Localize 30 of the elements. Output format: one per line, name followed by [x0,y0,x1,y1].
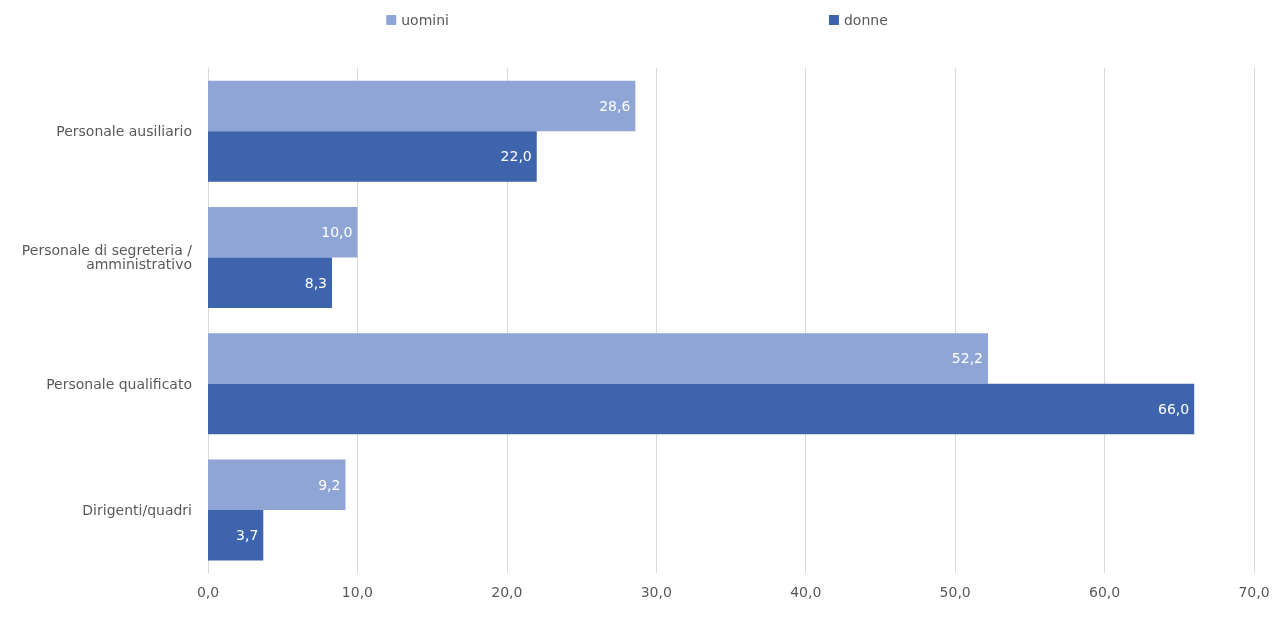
legend-label: donne [843,12,888,28]
y-tick-label: Dirigenti/quadri [82,501,192,518]
y-tick-label: Personale di segreteria /amministrativo [21,242,193,273]
data-label: 10,0 [321,224,353,241]
data-label: 9,2 [318,476,341,493]
legend-label: uomini [401,12,449,28]
data-label: 3,7 [236,527,259,544]
y-tick-label: Personale ausiliario [56,123,192,140]
bar [208,80,636,132]
data-label: 66,0 [1158,400,1190,417]
bar [208,206,358,258]
bar [208,333,989,384]
x-tick-label: 70,0 [1238,584,1270,600]
x-tick-label: 10,0 [341,584,374,600]
data-label: 28,6 [599,97,631,114]
x-tick-label: 0,0 [196,584,220,600]
bar [208,459,346,510]
data-label: 52,2 [951,350,984,367]
y-tick-label: Personale qualificato [46,375,192,392]
data-label: 22,0 [500,148,532,165]
bar [208,257,333,308]
bar [208,509,264,561]
x-tick-label: 50,0 [939,584,971,600]
x-tick-label: 20,0 [491,584,523,600]
x-tick-label: 60,0 [1088,584,1121,600]
data-label: 8,3 [304,274,328,291]
bar [208,131,537,182]
x-tick-label: 40,0 [790,584,822,600]
x-tick-label: 30,0 [640,584,672,600]
bar [208,383,1195,435]
